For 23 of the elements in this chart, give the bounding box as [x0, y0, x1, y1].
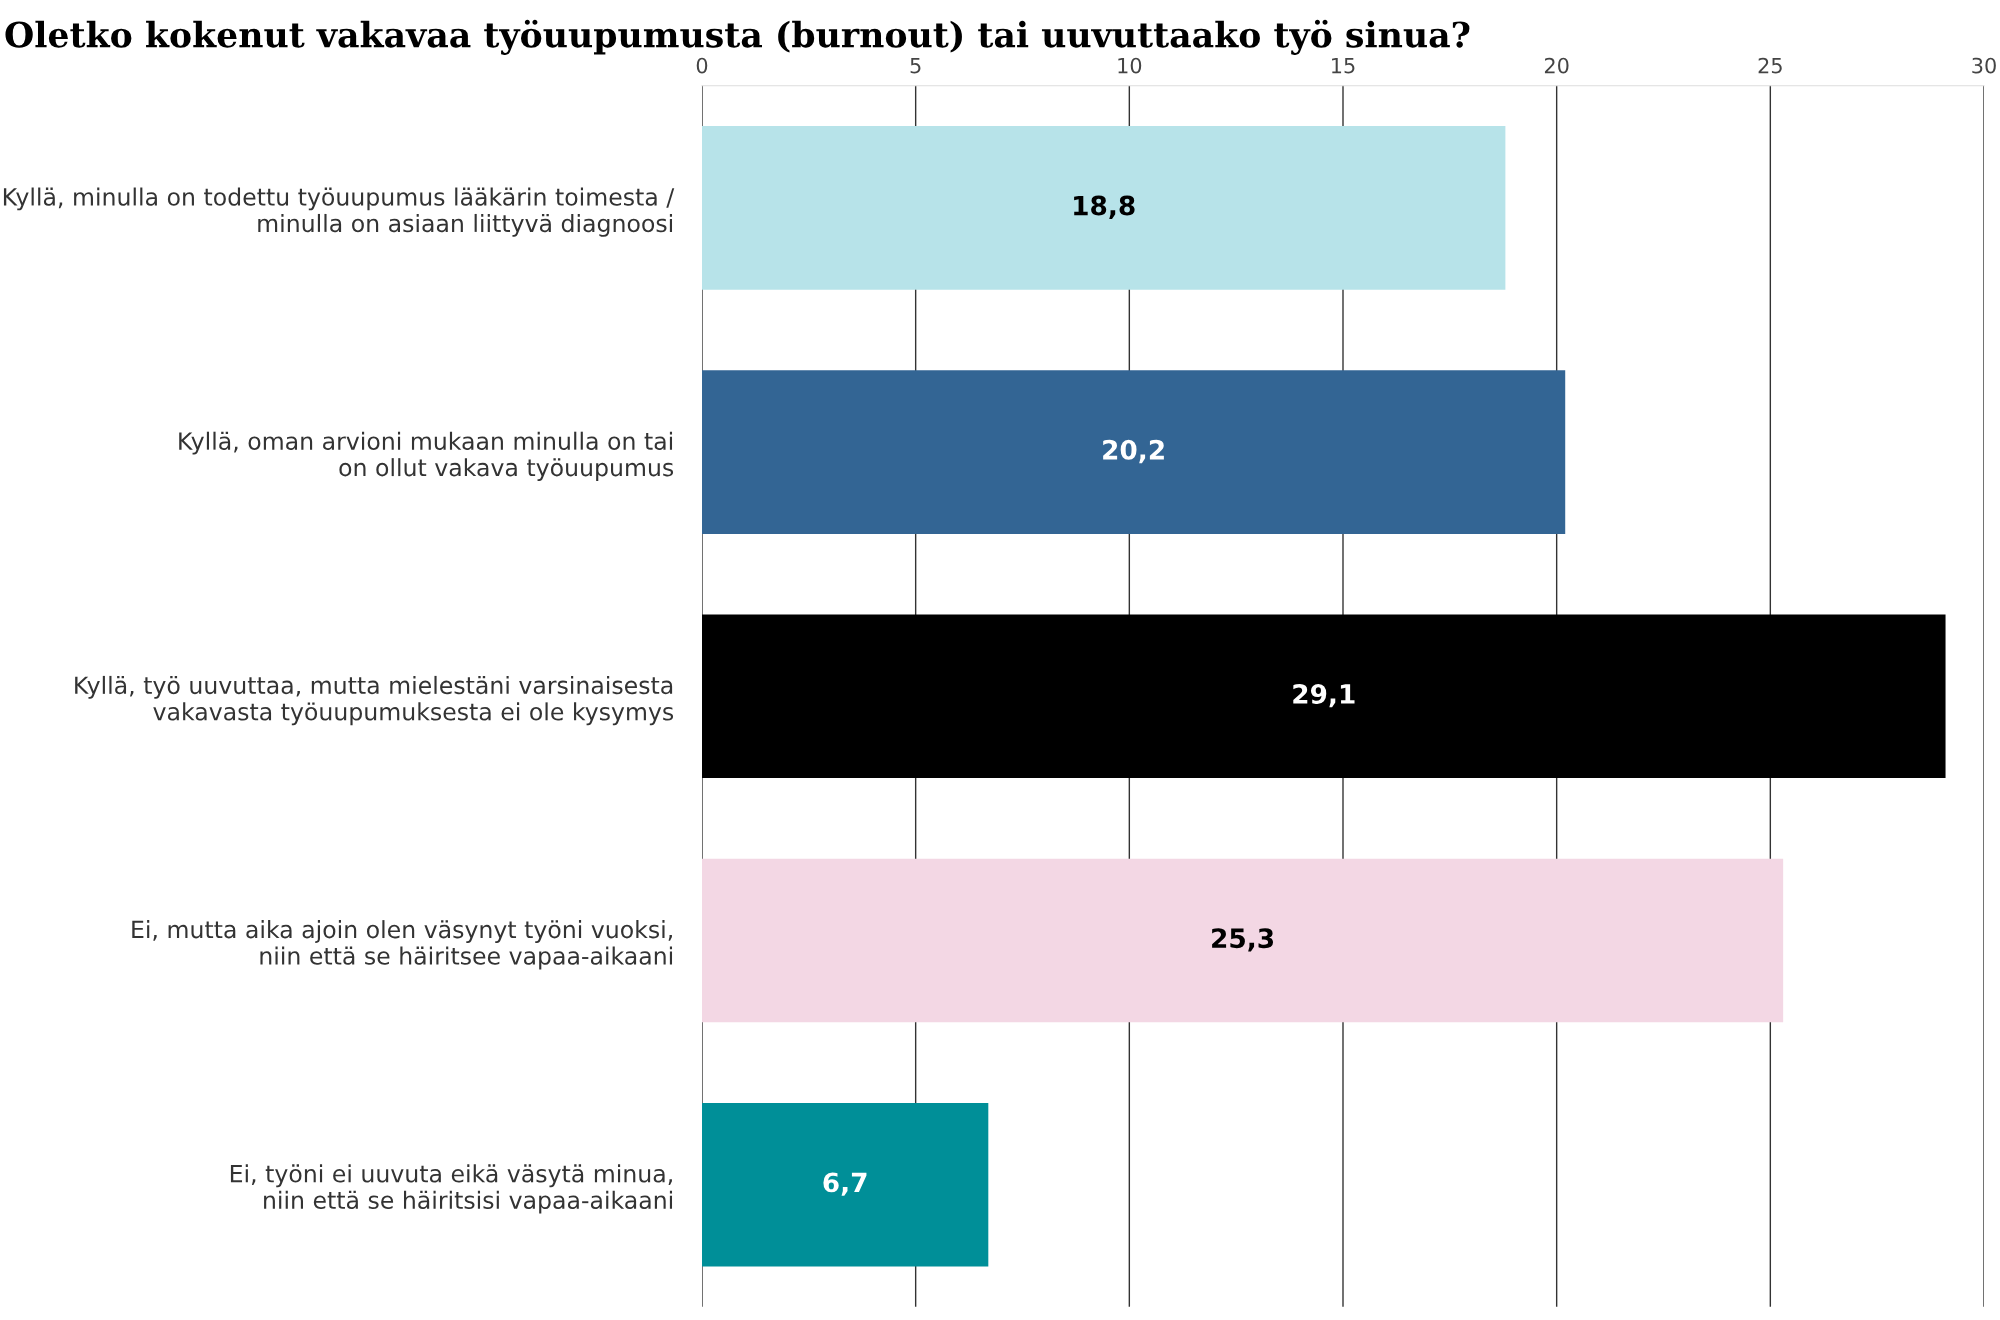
x-tick-label: 10	[1118, 57, 1142, 74]
data-label: 18,8	[1074, 195, 1135, 219]
bar	[702, 614, 1946, 779]
y-tick-label: Ei, mutta aika ajoin olen väsynyt työni vuoksi, niin että se häiritsee vapaa-aikaani	[132, 920, 673, 970]
bar	[702, 126, 1506, 290]
y-tick-label: Kyllä, minulla on todettu työuupumus lääkärin toimesta / minulla on asiaan liittyvä diagnoosi	[3, 187, 675, 237]
x-tick-label: 20	[1544, 57, 1569, 74]
bar	[702, 1102, 989, 1267]
bar	[702, 370, 1566, 534]
y-tick-label: Ei, työni ei uuvuta eikä väsytä minua, niin että se häiritsisi vapaa-aikaani	[230, 1164, 673, 1214]
data-label: 20,2	[1103, 439, 1164, 464]
x-tick-label: 0	[696, 57, 708, 74]
x-tick-label: 25	[1758, 57, 1782, 74]
x-tick-label: 30	[1972, 57, 1996, 74]
data-label: 6,7	[823, 1172, 867, 1196]
data-label: 29,1	[1293, 684, 1355, 708]
chart-title: Oletko kokenut vakavaa työuupumusta (burnout) tai uuvuttaako työ sinua?	[5, 19, 1470, 55]
bar	[702, 858, 1784, 1023]
y-tick-label: Kyllä, työ uuvuttaa, mutta mielestäni varsinaisesta vakavasta työuupumuksesta ei ole kysymys	[75, 675, 674, 726]
data-label: 25,3	[1212, 928, 1274, 952]
x-tick-label: 5	[910, 57, 921, 74]
y-tick-label: Kyllä, oman arvioni mukaan minulla on tai on ollut vakava työuupumus	[179, 431, 674, 481]
x-tick-label: 15	[1332, 57, 1355, 74]
